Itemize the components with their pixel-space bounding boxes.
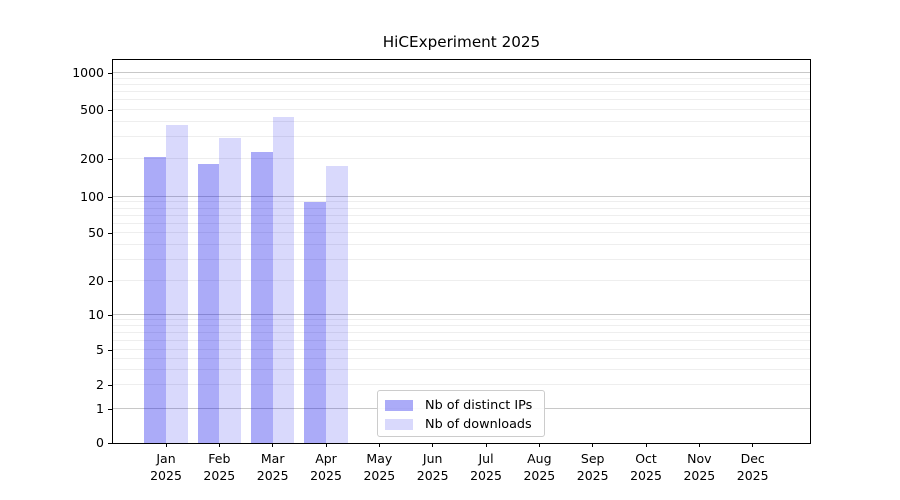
x-tick-mark	[538, 443, 540, 447]
legend: Nb of distinct IPs Nb of downloads	[377, 390, 545, 437]
x-tick-mark	[272, 443, 274, 447]
y-tick-mark	[108, 196, 113, 198]
y-tick-label: 5	[96, 342, 104, 357]
x-tick-mark	[752, 443, 754, 447]
minor-gridline	[113, 158, 810, 159]
y-tick-mark	[108, 408, 113, 410]
minor-gridline	[113, 339, 810, 341]
legend-swatch-distinct-ips	[385, 400, 413, 411]
y-tick-mark	[108, 232, 113, 234]
minor-gridline	[113, 201, 810, 203]
y-tick-mark	[108, 442, 113, 444]
y-tick-mark	[108, 384, 113, 386]
x-tick-label: Aug 2025	[523, 451, 556, 483]
minor-gridline	[113, 109, 810, 110]
x-tick-mark	[432, 443, 434, 447]
minor-gridline	[113, 280, 810, 281]
minor-gridline	[113, 258, 810, 260]
y-tick-label: 50	[88, 225, 104, 240]
plot-area	[112, 59, 811, 444]
minor-gridline	[113, 349, 810, 350]
minor-gridline	[113, 368, 810, 370]
y-tick-mark	[108, 314, 113, 316]
major-gridline	[113, 314, 810, 315]
x-tick-label: Nov 2025	[683, 451, 716, 483]
x-tick-mark	[378, 443, 380, 447]
bar-downloads	[166, 125, 188, 443]
y-tick-label: 20	[88, 273, 104, 288]
y-tick-label: 1000	[72, 65, 104, 80]
x-tick-mark	[485, 443, 487, 447]
minor-gridline	[113, 384, 810, 385]
y-tick-label: 200	[80, 151, 104, 166]
minor-gridline	[113, 325, 810, 327]
bar-downloads	[326, 166, 348, 443]
bar-distinct-ips	[144, 157, 166, 443]
y-tick-label: 10	[88, 307, 104, 322]
x-tick-mark	[325, 443, 327, 447]
x-tick-label: Apr 2025	[310, 451, 342, 483]
x-tick-mark	[165, 443, 167, 447]
y-tick-label: 2	[96, 377, 104, 392]
x-tick-mark	[218, 443, 220, 447]
legend-swatch-downloads	[385, 419, 413, 430]
minor-gridline	[113, 222, 810, 224]
chart-title: HiCExperiment 2025	[382, 33, 541, 51]
y-tick-mark	[108, 109, 113, 111]
minor-gridline	[113, 120, 810, 122]
minor-gridline	[113, 83, 810, 85]
bar-distinct-ips	[304, 202, 326, 443]
minor-gridline	[113, 99, 810, 101]
y-tick-label: 1	[96, 401, 104, 416]
x-tick-label: Sep 2025	[576, 451, 609, 483]
major-gridline	[113, 72, 810, 73]
minor-gridline	[113, 77, 810, 79]
minor-gridline	[113, 357, 810, 359]
y-tick-mark	[108, 349, 113, 351]
minor-gridline	[113, 332, 810, 333]
x-tick-label: Jun 2025	[416, 451, 449, 483]
minor-gridline	[113, 243, 810, 245]
minor-gridline	[113, 91, 810, 93]
bar-downloads	[272, 117, 295, 443]
x-tick-label: May 2025	[363, 451, 396, 483]
x-tick-label: Oct 2025	[630, 451, 662, 483]
bar-downloads	[219, 138, 242, 443]
y-tick-label: 100	[80, 189, 104, 204]
bar-distinct-ips	[197, 164, 220, 443]
x-tick-label: Jul 2025	[470, 451, 502, 483]
x-tick-label: Jan 2025	[150, 451, 182, 483]
x-tick-label: Mar 2025	[256, 451, 289, 483]
legend-item-downloads: Nb of downloads	[385, 415, 544, 434]
major-gridline	[113, 196, 810, 197]
y-tick-label: 500	[80, 102, 104, 117]
y-tick-mark	[108, 158, 113, 160]
y-tick-mark	[108, 280, 113, 282]
x-tick-mark	[645, 443, 647, 447]
x-tick-label: Feb 2025	[203, 451, 236, 483]
legend-item-distinct-ips: Nb of distinct IPs	[385, 396, 544, 415]
bar-distinct-ips	[250, 152, 273, 443]
minor-gridline	[113, 136, 810, 138]
legend-label: Nb of distinct IPs	[425, 398, 533, 413]
minor-gridline	[113, 214, 810, 216]
x-tick-label: Dec 2025	[736, 451, 769, 483]
y-tick-mark	[108, 72, 113, 74]
minor-gridline	[113, 207, 810, 209]
minor-gridline	[113, 319, 810, 321]
y-tick-label: 0	[96, 435, 104, 450]
x-tick-mark	[698, 443, 700, 447]
x-tick-mark	[592, 443, 594, 447]
minor-gridline	[113, 232, 810, 233]
legend-label: Nb of downloads	[425, 417, 532, 432]
